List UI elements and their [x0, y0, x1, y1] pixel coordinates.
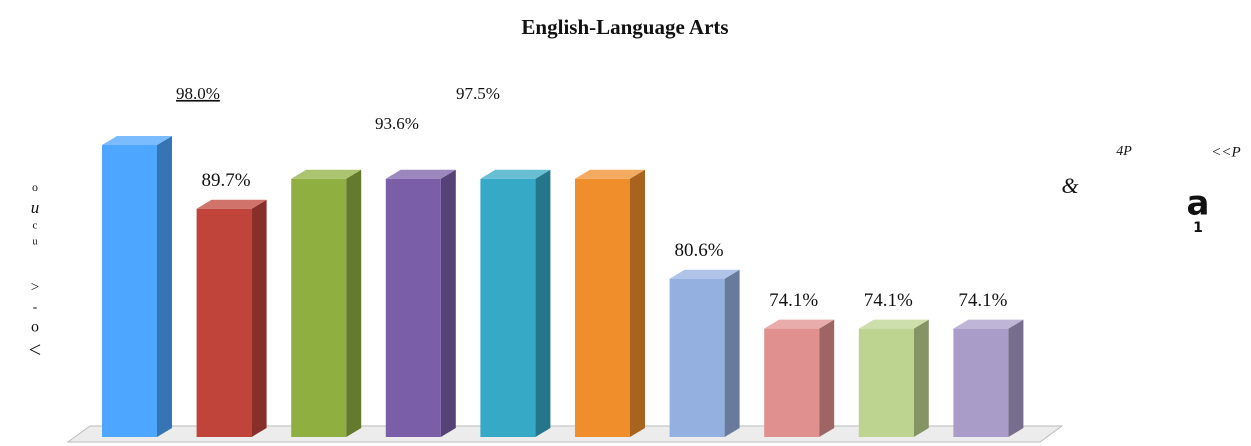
annotation: o — [32, 180, 38, 194]
bar-top — [196, 199, 267, 209]
annotation: < — [29, 337, 41, 362]
annotation: & — [1061, 173, 1079, 198]
bar-top — [102, 135, 172, 145]
bar — [669, 278, 725, 437]
data-label: 98.0% — [176, 84, 220, 103]
annotation: 97.5% — [456, 84, 500, 103]
annotation: 4P — [1116, 144, 1132, 159]
bar-top — [385, 169, 456, 179]
bar — [385, 178, 441, 437]
data-label: 89.7% — [202, 170, 251, 191]
bar — [953, 328, 1009, 437]
data-label: 93.6% — [375, 114, 419, 133]
bar-top — [764, 319, 835, 329]
bar-side — [913, 319, 929, 437]
data-label: 74.1% — [958, 290, 1007, 311]
annotation: a — [1187, 184, 1210, 224]
chart-title: English-Language Arts — [521, 15, 728, 39]
bar — [196, 208, 252, 437]
annotation: <<P — [1211, 144, 1240, 160]
bar-side — [346, 169, 362, 437]
bar — [102, 144, 157, 437]
bar-top — [953, 319, 1024, 329]
bar-side — [819, 319, 835, 437]
annotation: u — [33, 236, 38, 247]
bar-side — [157, 135, 172, 437]
data-label: 74.1% — [769, 290, 818, 311]
bar-top — [291, 169, 362, 179]
annotation: o — [31, 319, 39, 336]
bar-side — [630, 169, 645, 437]
annotation: c — [33, 220, 38, 232]
bar — [575, 178, 630, 437]
bar-side — [1008, 319, 1024, 437]
data-label: 74.1% — [864, 290, 913, 311]
bar-side — [724, 269, 740, 437]
annotation: 1 — [1193, 220, 1203, 236]
annotation: u — [31, 198, 40, 217]
bar — [764, 328, 820, 437]
bar — [858, 328, 914, 437]
bar-top — [669, 269, 740, 279]
bar-side — [251, 199, 267, 437]
bar — [291, 178, 347, 437]
bar-side — [440, 169, 456, 437]
bar-side — [535, 169, 551, 437]
data-label: 80.6% — [675, 240, 724, 261]
bar-top — [480, 169, 551, 179]
bar-top — [858, 319, 929, 329]
annotation: > — [31, 279, 39, 295]
bar — [480, 178, 536, 437]
bar-top — [575, 169, 645, 179]
annotation: - — [33, 300, 38, 315]
